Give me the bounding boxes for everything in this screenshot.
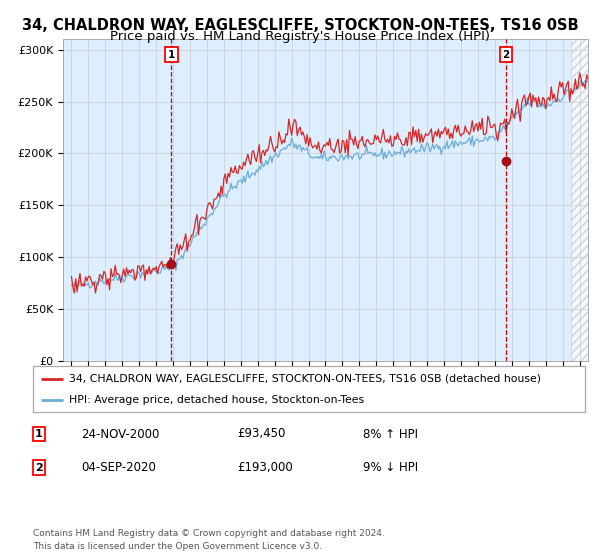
Text: 8% ↑ HPI: 8% ↑ HPI	[363, 427, 418, 441]
Text: 2: 2	[503, 50, 510, 60]
Text: 04-SEP-2020: 04-SEP-2020	[81, 461, 156, 474]
Bar	[571, 39, 596, 361]
Text: Contains HM Land Registry data © Crown copyright and database right 2024.
This d: Contains HM Land Registry data © Crown c…	[33, 529, 385, 550]
Text: HPI: Average price, detached house, Stockton-on-Tees: HPI: Average price, detached house, Stoc…	[69, 395, 364, 405]
Text: 34, CHALDRON WAY, EAGLESCLIFFE, STOCKTON-ON-TEES, TS16 0SB: 34, CHALDRON WAY, EAGLESCLIFFE, STOCKTON…	[22, 18, 578, 33]
Text: 9% ↓ HPI: 9% ↓ HPI	[363, 461, 418, 474]
Text: 34, CHALDRON WAY, EAGLESCLIFFE, STOCKTON-ON-TEES, TS16 0SB (detached house): 34, CHALDRON WAY, EAGLESCLIFFE, STOCKTON…	[69, 374, 541, 384]
Text: 24-NOV-2000: 24-NOV-2000	[81, 427, 160, 441]
Text: 1: 1	[35, 429, 43, 439]
Text: £93,450: £93,450	[237, 427, 286, 441]
Text: Price paid vs. HM Land Registry's House Price Index (HPI): Price paid vs. HM Land Registry's House …	[110, 30, 490, 43]
Text: £193,000: £193,000	[237, 461, 293, 474]
Text: 2: 2	[35, 463, 43, 473]
Text: 1: 1	[168, 50, 175, 60]
